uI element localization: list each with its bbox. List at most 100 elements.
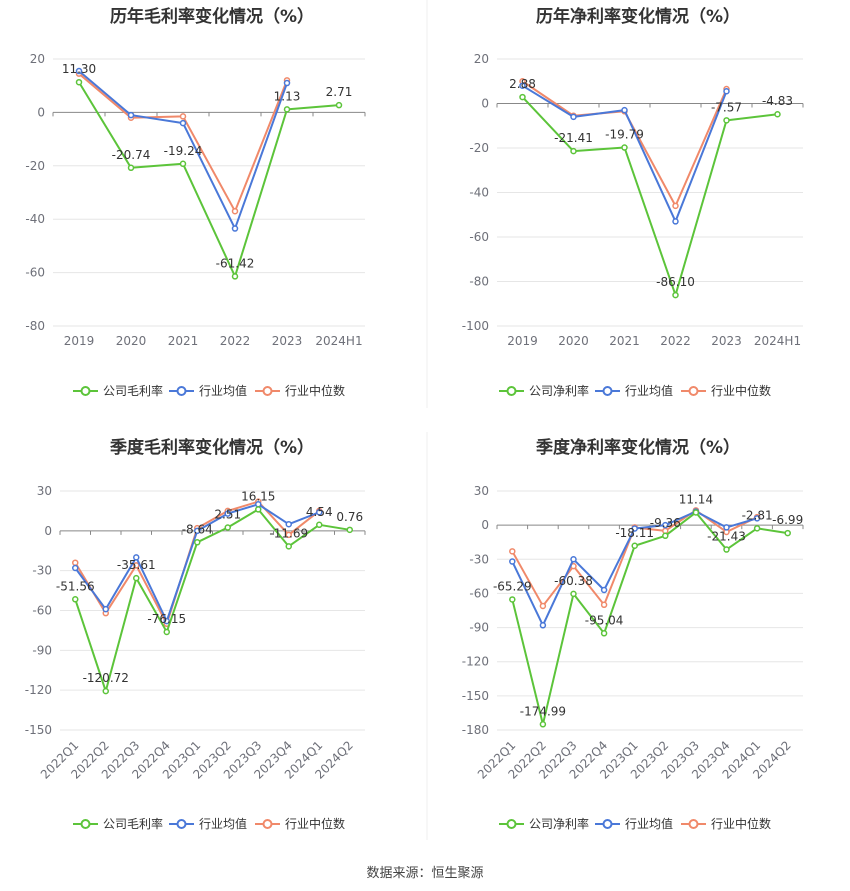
y-tick-label: 20 xyxy=(474,52,489,66)
data-point xyxy=(224,524,231,531)
legend-marker xyxy=(262,386,273,396)
data-point xyxy=(179,113,187,120)
data-point xyxy=(570,147,577,155)
legend-label: 行业中位数 xyxy=(285,816,345,831)
y-tick-label: -80 xyxy=(469,275,489,289)
data-label: 2.71 xyxy=(326,85,353,99)
data-label: -76.15 xyxy=(147,612,186,626)
legend-label: 公司毛利率 xyxy=(103,816,163,831)
series-line-1 xyxy=(78,81,340,278)
legend-marker xyxy=(688,819,699,829)
data-point xyxy=(539,721,547,728)
legend-label: 公司毛利率 xyxy=(103,383,163,398)
data-point xyxy=(127,164,135,172)
data-point xyxy=(179,119,187,127)
y-tick-label: -60 xyxy=(469,230,489,244)
chart-title: 季度毛利率变化情况（%） xyxy=(110,437,314,458)
data-label: -21.43 xyxy=(707,530,746,544)
data-label: 2.88 xyxy=(509,77,536,91)
data-point xyxy=(163,617,170,625)
data-point xyxy=(72,559,79,566)
series-line-1 xyxy=(521,96,778,297)
data-label: -95.04 xyxy=(585,613,624,627)
chart-panel-3: 季度毛利率变化情况（%）300-30-60-90-120-1502022Q120… xyxy=(25,437,366,831)
data-point xyxy=(285,531,292,539)
x-tick-label: 2021 xyxy=(168,334,199,348)
data-point xyxy=(774,110,781,118)
legend-label: 行业中位数 xyxy=(285,383,345,398)
data-point xyxy=(600,630,608,637)
y-tick-label: -120 xyxy=(462,655,489,669)
data-point xyxy=(631,542,638,550)
series-line-1 xyxy=(511,511,788,726)
data-label: -6.99 xyxy=(772,513,803,527)
y-tick-label: -90 xyxy=(32,643,52,657)
legend-marker xyxy=(506,819,517,829)
data-point xyxy=(723,117,730,124)
chart-panel-2: 历年净利率变化情况（%） 20 0 -20 -40 -60 -80 -100 2019 2020 2… xyxy=(462,6,804,398)
data-point xyxy=(194,527,201,535)
data-point xyxy=(570,590,577,598)
chart-panel-1: 历年毛利率变化情况（%） 20 0 -20 -40 -60 -80 2019 2020 2021 2… xyxy=(25,6,366,398)
data-label: -35.61 xyxy=(117,558,156,572)
legend: 公司净利率 行业均值 行业中位数 xyxy=(499,383,771,398)
y-tick-label: 0 xyxy=(481,97,489,111)
x-tick-label: 2024H1 xyxy=(754,334,801,348)
y-tick-label: -100 xyxy=(462,319,489,333)
y-tick-label: -120 xyxy=(25,683,52,697)
chart-title: 历年毛利率变化情况（%） xyxy=(110,6,314,27)
y-tick-label: -30 xyxy=(32,564,52,578)
data-point xyxy=(519,82,526,89)
legend-marker xyxy=(506,386,517,396)
data-point xyxy=(600,601,608,609)
data-point xyxy=(231,207,239,215)
data-label: 4.54 xyxy=(306,505,333,519)
data-label: -19.24 xyxy=(164,144,203,158)
data-point xyxy=(194,539,201,546)
data-label: 2.51 xyxy=(214,508,241,522)
data-point xyxy=(600,586,608,594)
data-point xyxy=(672,291,679,299)
legend-label: 行业均值 xyxy=(625,383,673,398)
y-tick-label: -80 xyxy=(25,319,45,333)
data-point xyxy=(231,273,239,280)
data-point xyxy=(224,510,231,517)
data-point xyxy=(102,605,109,613)
data-label: -86.10 xyxy=(656,275,695,289)
data-label: 11.14 xyxy=(679,492,713,506)
data-point xyxy=(316,521,323,529)
data-point xyxy=(570,556,577,563)
data-point xyxy=(102,687,109,695)
legend-label: 行业中位数 xyxy=(711,816,771,831)
data-point xyxy=(509,596,516,603)
data-point xyxy=(723,88,730,95)
legend-label: 行业均值 xyxy=(625,816,673,831)
data-label: 11.30 xyxy=(62,62,96,76)
data-point xyxy=(621,106,628,114)
data-point xyxy=(179,160,187,168)
data-point xyxy=(163,628,170,636)
data-point xyxy=(72,596,79,603)
y-tick-label: -180 xyxy=(462,723,489,737)
legend-marker xyxy=(80,386,91,396)
data-point xyxy=(283,106,291,113)
data-point xyxy=(723,546,730,553)
data-point xyxy=(509,558,516,565)
y-tick-label: -150 xyxy=(462,689,489,703)
data-point xyxy=(539,622,547,629)
y-tick-label: 0 xyxy=(37,105,45,119)
data-label: -8.64 xyxy=(182,522,213,536)
legend-label: 行业均值 xyxy=(199,383,247,398)
chart-title: 历年净利率变化情况（%） xyxy=(536,6,740,27)
series-line-1 xyxy=(74,508,350,693)
y-tick-label: 30 xyxy=(474,484,489,498)
legend-label: 行业中位数 xyxy=(711,383,771,398)
data-point xyxy=(133,574,140,582)
data-point xyxy=(231,225,239,232)
data-point xyxy=(509,548,516,555)
data-point xyxy=(283,79,291,87)
data-label: -21.41 xyxy=(554,131,593,145)
x-tick-label: 2020 xyxy=(558,334,589,348)
data-point xyxy=(723,524,730,531)
